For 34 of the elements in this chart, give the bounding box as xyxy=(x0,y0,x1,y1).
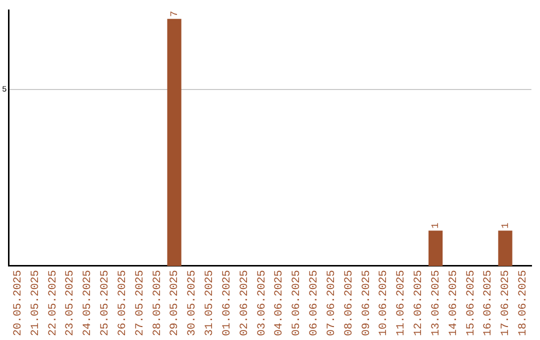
x-tick-label: 25.05.2025 xyxy=(100,270,112,336)
x-tick-label: 07.06.2025 xyxy=(326,270,338,336)
x-tick-label: 29.05.2025 xyxy=(169,270,182,336)
x-tick-label: 06.06.2025 xyxy=(308,270,321,336)
x-tick-label: 22.05.2025 xyxy=(47,270,60,336)
x-tick-label: 26.05.2025 xyxy=(116,270,129,336)
x-tick-label: 02.06.2025 xyxy=(238,270,251,336)
x-tick-label: 28.05.2025 xyxy=(152,270,164,336)
x-tick-label: 09.06.2025 xyxy=(360,270,373,336)
x-tick-label: 17.06.2025 xyxy=(500,270,512,336)
x-tick-label: 08.06.2025 xyxy=(343,270,356,336)
x-tick-label: 27.05.2025 xyxy=(134,270,146,336)
x-tick-label: 03.06.2025 xyxy=(256,270,268,336)
x-tick-label: 16.06.2025 xyxy=(482,270,495,336)
x-tick-label: 04.06.2025 xyxy=(274,270,286,336)
x-tick-label: 01.06.2025 xyxy=(221,270,234,336)
data-label: 7 xyxy=(170,10,181,17)
data-label: 1 xyxy=(500,222,512,229)
x-tick-label: 20.05.2025 xyxy=(12,270,24,336)
x-tick-label: 11.06.2025 xyxy=(396,270,408,336)
x-tick-label: 24.05.2025 xyxy=(82,270,94,336)
x-tick-label: 21.05.2025 xyxy=(30,270,42,336)
x-tick-label: 13.06.2025 xyxy=(430,270,442,336)
x-tick-label: 12.06.2025 xyxy=(413,270,426,336)
data-label: 1 xyxy=(431,222,442,229)
x-tick-label: 31.05.2025 xyxy=(204,270,216,336)
x-tick-label: 14.06.2025 xyxy=(448,270,460,336)
x-tick-label: 15.06.2025 xyxy=(465,270,478,336)
x-tick-label: 30.05.2025 xyxy=(186,270,199,336)
y-tick-label: 5 xyxy=(2,86,7,95)
x-tick-label: 05.06.2025 xyxy=(291,270,304,336)
x-tick-label: 23.05.2025 xyxy=(64,270,77,336)
x-tick-label: 18.06.2025 xyxy=(518,270,530,336)
x-tick-label: 10.06.2025 xyxy=(378,270,390,336)
